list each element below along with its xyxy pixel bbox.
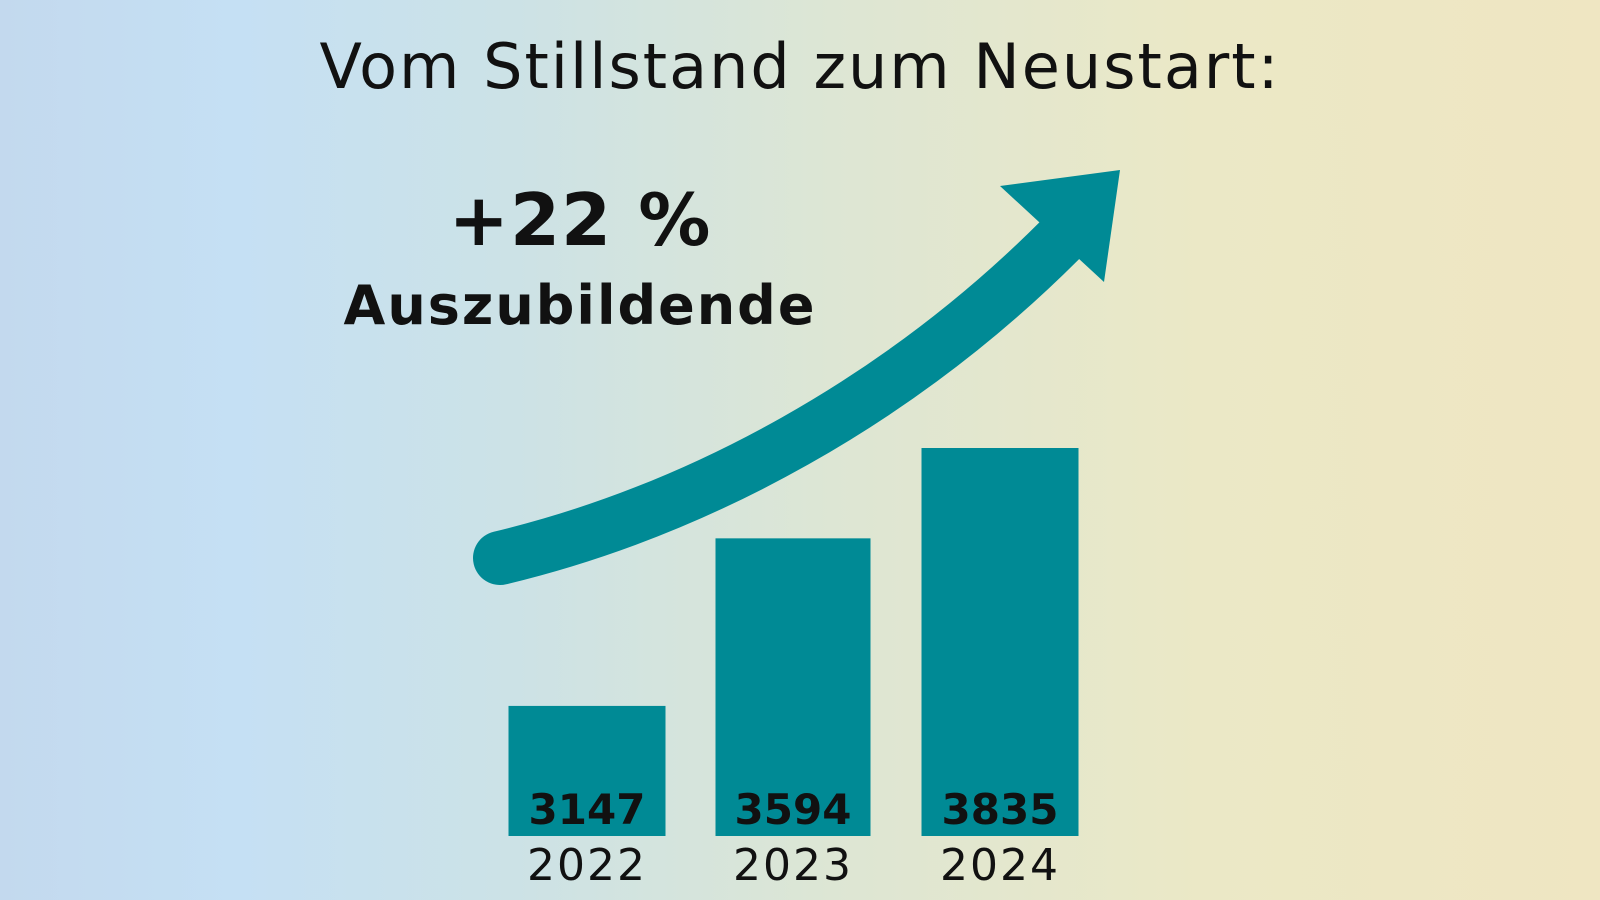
bar-2024 (921, 448, 1079, 836)
data-label-2024: 3835 (942, 785, 1059, 834)
tick-label-2024: 2024 (940, 840, 1060, 891)
data-label-2023: 3594 (735, 785, 852, 834)
trend-arrow-icon (473, 170, 1120, 585)
chart-title: Vom Stillstand zum Neustart: (319, 30, 1281, 103)
data-label-2022: 3147 (529, 785, 646, 834)
trend-arrow-head (1000, 170, 1120, 282)
data-labels: 3147 3594 3835 (529, 785, 1059, 834)
bars (508, 448, 1079, 836)
growth-annotation: +22 % Auszubildende (330, 178, 830, 336)
tick-label-2023: 2023 (733, 840, 853, 891)
growth-label: Auszubildende (343, 274, 817, 337)
growth-percentage: +22 % (448, 178, 712, 262)
x-axis-tick-labels: 2022 2023 2024 (527, 840, 1060, 891)
trend-arrow-shaft (473, 213, 1087, 585)
bar-2022 (508, 705, 666, 836)
tick-label-2022: 2022 (527, 840, 647, 891)
bar-2023 (715, 538, 871, 836)
